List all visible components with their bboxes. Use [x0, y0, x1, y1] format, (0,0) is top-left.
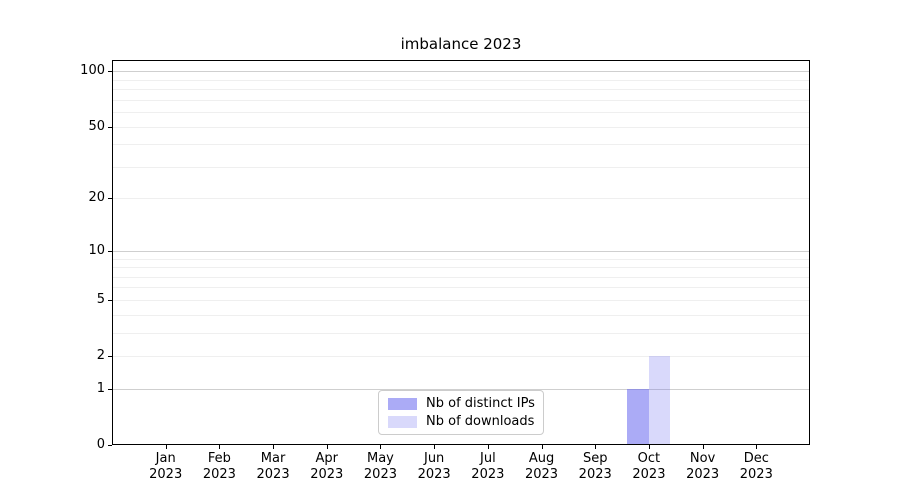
- gridline-minor: [113, 314, 809, 316]
- x-tick-year: 2023: [686, 467, 720, 482]
- x-tick-year: 2023: [202, 467, 236, 482]
- y-tick-label: 20: [88, 190, 105, 206]
- gridline-major: [113, 71, 809, 73]
- x-tick-label: Aug 2023: [510, 451, 574, 483]
- x-tick: [702, 445, 704, 449]
- x-tick: [487, 445, 489, 449]
- x-tick: [434, 445, 436, 449]
- x-tick-year: 2023: [578, 467, 612, 482]
- y-tick-label: 50: [88, 118, 105, 134]
- y-tick-label: 0: [96, 437, 105, 452]
- x-tick-label: Dec 2023: [724, 451, 788, 483]
- gridline-minor: [113, 112, 809, 114]
- gridline-minor: [113, 79, 809, 81]
- x-tick-year: 2023: [310, 467, 344, 482]
- x-tick-month: May: [367, 451, 394, 466]
- gridline-major: [113, 250, 809, 252]
- x-tick: [273, 445, 275, 449]
- x-tick-month: Oct: [637, 451, 661, 466]
- x-tick-year: 2023: [739, 467, 773, 482]
- x-tick-label: Feb 2023: [187, 451, 251, 483]
- chart-title: imbalance 2023: [400, 35, 522, 53]
- legend-label: Nb of distinct IPs: [426, 396, 535, 411]
- gridline-minor: [113, 287, 809, 289]
- x-tick: [756, 445, 758, 449]
- x-tick-year: 2023: [256, 467, 290, 482]
- x-tick-month: Sep: [582, 451, 608, 466]
- x-tick-month: Jun: [423, 451, 445, 466]
- x-tick-month: Jul: [480, 451, 496, 466]
- x-tick: [165, 445, 167, 449]
- x-tick-label: Apr 2023: [295, 451, 359, 483]
- x-tick: [595, 445, 597, 449]
- x-tick-month: Dec: [743, 451, 769, 466]
- gridline-minor: [113, 89, 809, 91]
- gridline-major: [113, 388, 809, 390]
- y-tick-label: 5: [96, 291, 105, 307]
- gridline-minor: [113, 332, 809, 334]
- x-tick-month: Aug: [528, 451, 555, 466]
- y-tick-label: 100: [80, 63, 105, 79]
- y-tick-label: 10: [88, 242, 105, 258]
- x-tick-label: Mar 2023: [241, 451, 305, 483]
- y-tick-label: 1: [96, 380, 105, 396]
- legend-swatch-1: [388, 415, 417, 428]
- x-tick-month: Nov: [689, 451, 716, 466]
- x-tick-label: Oct 2023: [617, 451, 681, 483]
- bar-nb-of-distinct-ips-oct: [627, 388, 649, 444]
- gridline-minor: [113, 258, 809, 260]
- bar-nb-of-downloads-oct: [648, 356, 671, 444]
- x-tick-year: 2023: [149, 467, 183, 482]
- x-tick: [380, 445, 382, 449]
- x-tick-month: Feb: [207, 451, 231, 466]
- x-tick: [541, 445, 543, 449]
- x-tick-month: Jan: [155, 451, 176, 466]
- x-tick: [219, 445, 221, 449]
- gridline-minor: [113, 356, 809, 358]
- y-tick: [108, 445, 112, 446]
- x-tick-year: 2023: [632, 467, 666, 482]
- x-tick-year: 2023: [363, 467, 397, 482]
- gridline-minor: [113, 144, 809, 146]
- gridline-minor: [113, 99, 809, 101]
- gridline-minor: [113, 198, 809, 200]
- legend-label: Nb of downloads: [426, 414, 535, 429]
- y-tick: [108, 126, 112, 128]
- x-tick-label: Jun 2023: [402, 451, 466, 483]
- y-tick: [108, 198, 112, 200]
- x-tick-month: Apr: [315, 451, 339, 466]
- x-tick-label: Nov 2023: [671, 451, 735, 483]
- gridline-minor: [113, 299, 809, 301]
- legend-item-downloads: Nb of downloads: [388, 414, 534, 429]
- gridline-minor: [113, 267, 809, 269]
- y-tick-label: 2: [96, 348, 105, 364]
- x-tick-label: Jul 2023: [456, 451, 520, 483]
- x-tick-year: 2023: [417, 467, 451, 482]
- x-tick-month: Mar: [260, 451, 286, 466]
- x-tick-year: 2023: [471, 467, 505, 482]
- x-tick: [326, 445, 328, 449]
- y-tick: [108, 71, 112, 73]
- gridline-minor: [113, 166, 809, 168]
- legend-item-distinct-ips: Nb of distinct IPs: [388, 396, 535, 411]
- x-tick-label: May 2023: [348, 451, 412, 483]
- gridline-minor: [113, 276, 809, 278]
- legend-swatch-0: [388, 397, 417, 410]
- x-tick-year: 2023: [524, 467, 559, 482]
- y-tick: [108, 356, 112, 358]
- x-tick-label: Sep 2023: [563, 451, 627, 483]
- gridline-minor: [113, 126, 809, 128]
- y-tick: [108, 250, 112, 252]
- legend: Nb of distinct IPs Nb of downloads: [378, 390, 544, 435]
- y-tick: [108, 299, 112, 301]
- x-tick-label: Jan 2023: [134, 451, 198, 483]
- x-tick: [648, 445, 650, 449]
- y-tick: [108, 388, 112, 390]
- plot-area: [112, 60, 810, 445]
